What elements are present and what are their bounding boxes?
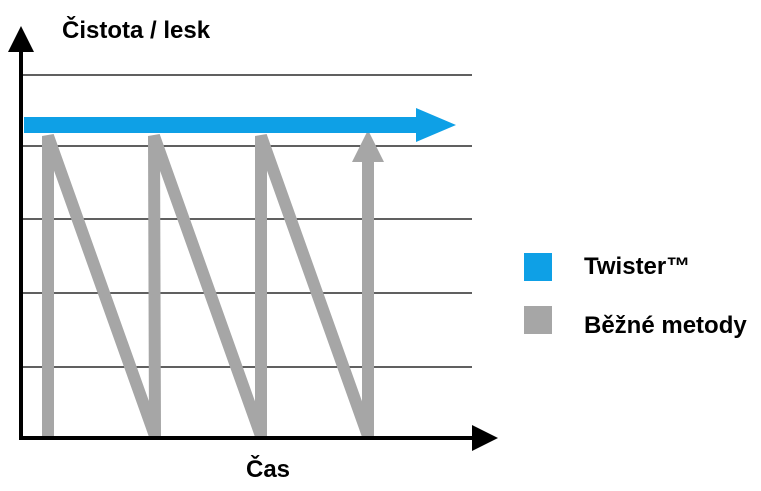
y-axis-label: Čistota / lesk	[62, 16, 211, 44]
grid	[21, 74, 472, 368]
series-twister	[24, 108, 456, 142]
series-bezne-metody-line	[42, 133, 374, 439]
series-twister-arrowhead	[416, 108, 456, 142]
legend: Twister™ Běžné metody	[524, 253, 747, 339]
legend-swatch-bezne-metody	[524, 306, 552, 334]
y-axis-arrowhead	[8, 26, 34, 52]
legend-label-bezne-metody: Běžné metody	[584, 312, 747, 339]
x-axis-arrowhead	[472, 425, 498, 451]
x-axis-label: Čas	[246, 455, 290, 483]
series-bezne-metody	[42, 130, 384, 439]
legend-swatch-twister	[524, 253, 552, 281]
series-bezne-metody-arrowhead	[352, 130, 384, 162]
axes	[8, 26, 498, 451]
legend-label-twister: Twister™	[584, 253, 690, 280]
